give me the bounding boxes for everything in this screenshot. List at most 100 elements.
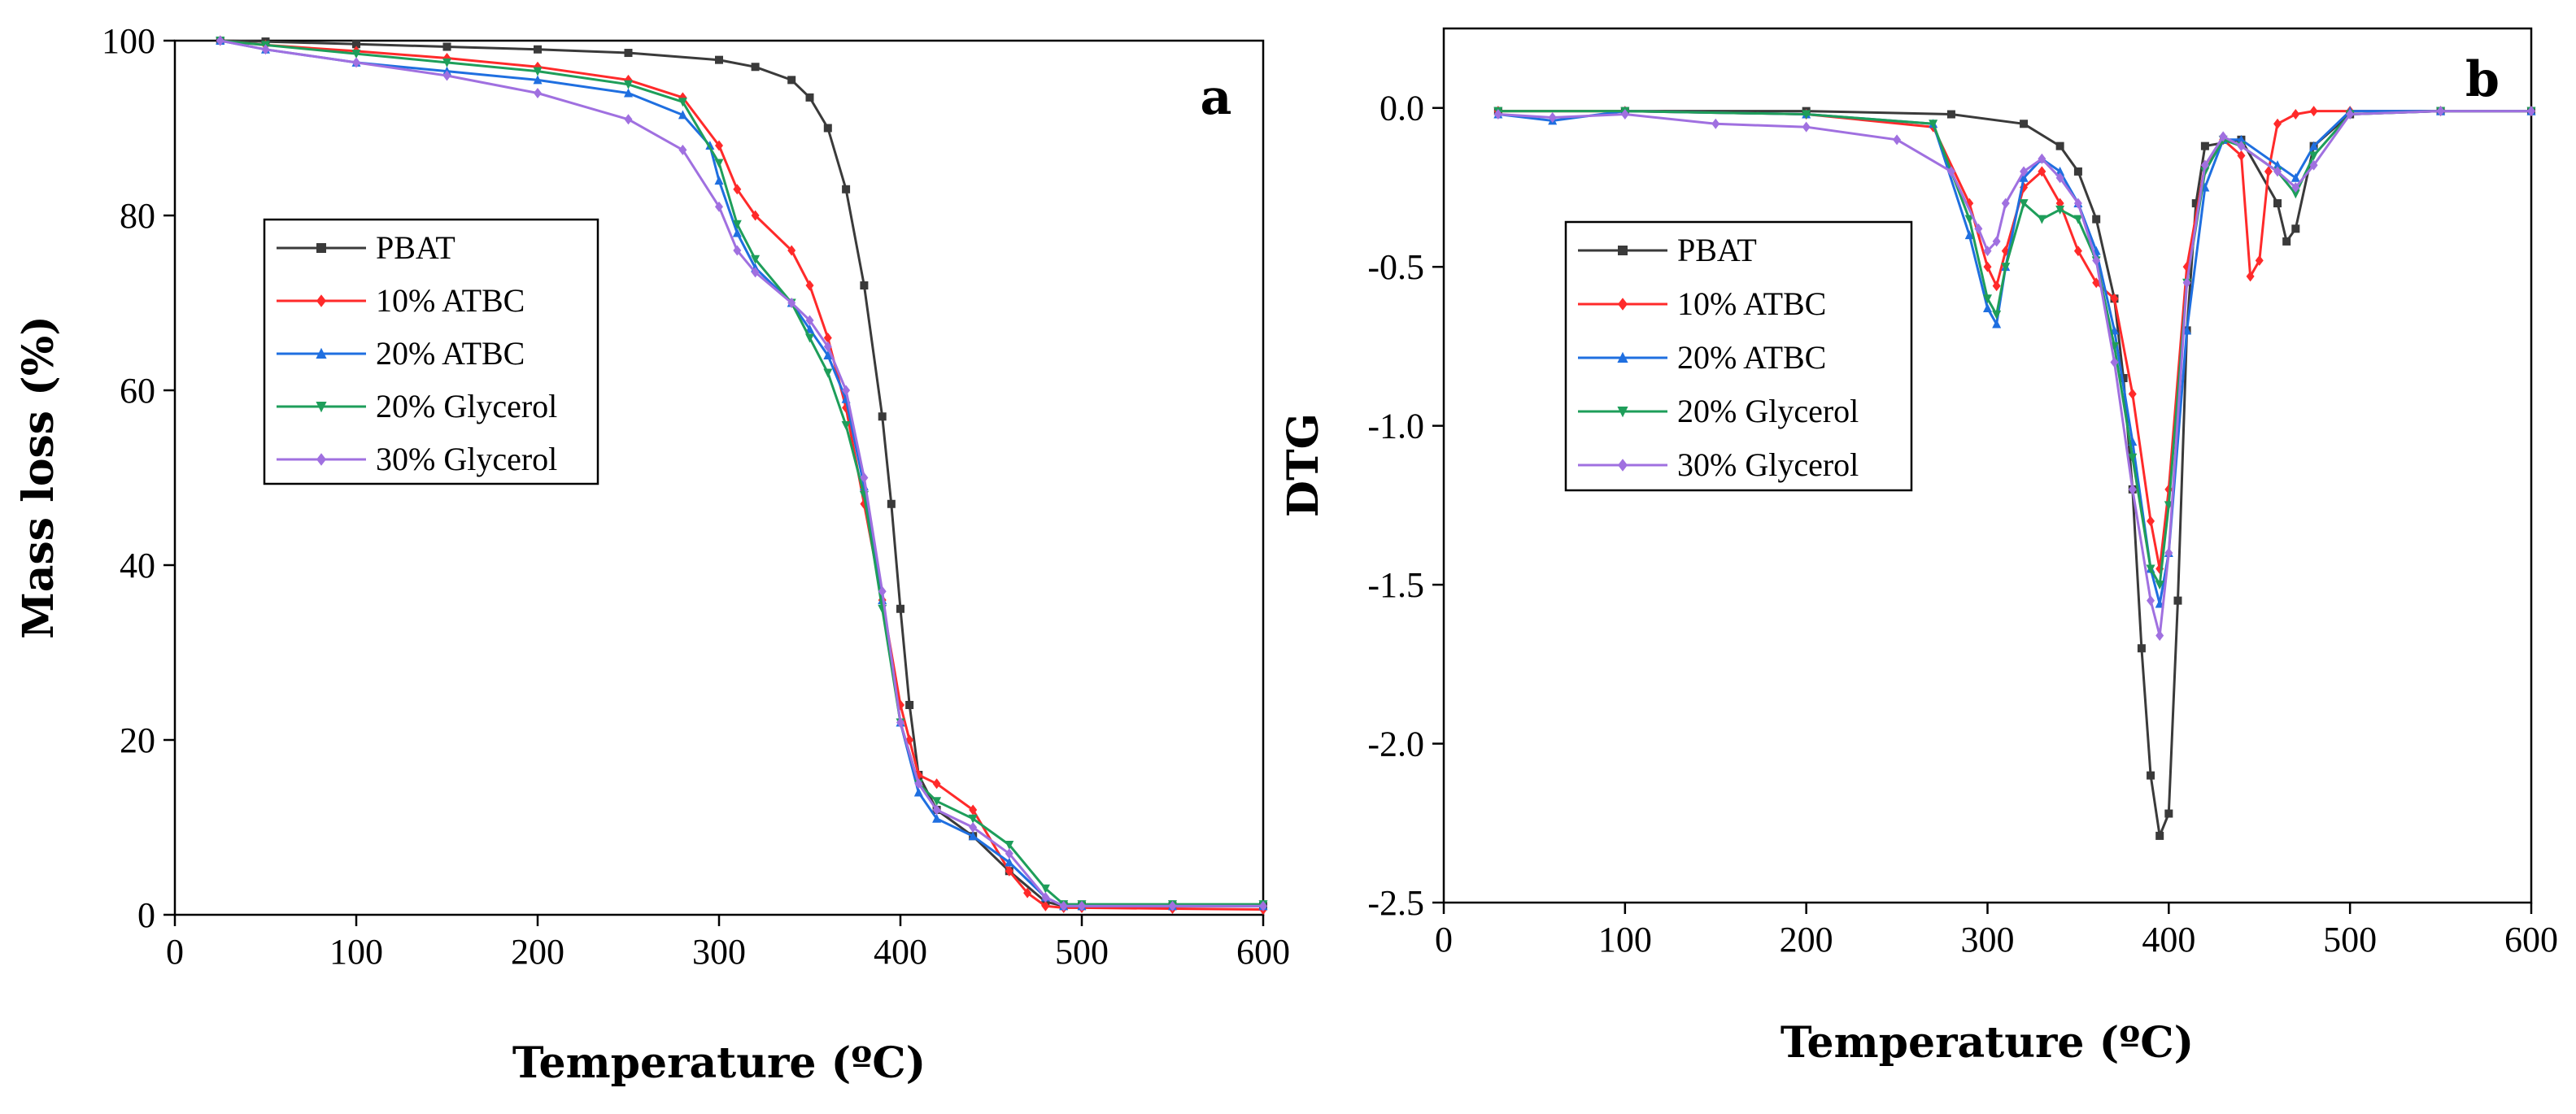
panel-letter: a: [1201, 69, 1232, 126]
data-point: [714, 176, 724, 185]
data-point: [1802, 110, 1811, 120]
data-point: [2128, 484, 2137, 495]
data-point: [2273, 118, 2282, 129]
data-point: [2527, 106, 2535, 117]
data-point: [905, 701, 914, 709]
y-tick-label: 0.0: [1380, 89, 1424, 128]
y-tick-label: 80: [120, 196, 155, 236]
data-point: [1983, 303, 1992, 312]
data-point: [2236, 134, 2246, 144]
data-point: [823, 124, 832, 133]
data-point: [352, 40, 360, 49]
data-point: [2219, 131, 2228, 142]
data-point: [2291, 109, 2300, 120]
data-point: [2309, 106, 2318, 117]
data-point: [878, 585, 887, 597]
legend-label: 20% Glycerol: [376, 388, 557, 424]
legend-marker: [1618, 459, 1628, 472]
legend-label: 30% Glycerol: [376, 441, 557, 477]
data-point: [624, 80, 633, 89]
data-point: [732, 220, 742, 229]
x-tick-label: 200: [511, 932, 564, 972]
data-point: [2147, 516, 2155, 527]
data-point: [2273, 199, 2282, 207]
x-axis-title: Temperature (ºC): [1781, 1018, 2194, 1068]
data-point: [1964, 215, 1974, 224]
series-line: [220, 39, 1263, 906]
data-point: [2273, 160, 2282, 170]
data-point: [442, 58, 451, 67]
legend-marker: [316, 243, 326, 253]
data-point: [1041, 892, 1050, 903]
y-tick-label: -1.0: [1367, 407, 1424, 446]
data-point: [2237, 141, 2246, 152]
data-point: [1992, 319, 2002, 329]
data-point: [805, 93, 814, 102]
data-point: [705, 141, 715, 150]
legend-label: 20% ATBC: [1677, 339, 1826, 376]
data-point: [732, 228, 742, 237]
data-point: [1548, 111, 1557, 123]
data-point: [2001, 198, 2010, 209]
legend-label: PBAT: [1677, 232, 1757, 268]
data-point: [2291, 189, 2300, 199]
data-point: [1992, 236, 2001, 247]
series-30-glycerol: [1493, 106, 2535, 642]
data-point: [2092, 277, 2101, 289]
data-point: [351, 50, 361, 59]
data-point: [2110, 356, 2119, 368]
data-point: [842, 185, 851, 194]
data-point: [842, 385, 851, 396]
data-point: [2309, 151, 2319, 161]
data-point: [2073, 198, 2082, 209]
legend-marker: [1617, 351, 1628, 363]
data-point: [2019, 172, 2029, 182]
data-point: [932, 797, 942, 807]
data-point: [2037, 215, 2046, 224]
series-20-glycerol: [216, 37, 1268, 910]
x-tick-label: 0: [1435, 920, 1453, 960]
data-point: [860, 472, 869, 483]
legend-marker: [1618, 246, 1628, 255]
data-point: [2155, 831, 2164, 840]
data-point: [878, 412, 887, 421]
data-point: [1005, 848, 1013, 859]
data-point: [913, 787, 923, 797]
data-point: [678, 98, 687, 107]
legend: PBAT 10% ATBC 20% ATBC 20% Glycerol 30% Glyc…: [1564, 220, 1913, 492]
panel-letter: b: [2465, 51, 2500, 108]
data-point: [2173, 596, 2182, 605]
x-tick-label: 200: [1780, 920, 1833, 960]
data-point: [733, 184, 742, 195]
data-point: [787, 245, 796, 256]
x-tick-label: 300: [1961, 920, 2015, 960]
data-point: [2119, 374, 2128, 382]
data-point: [2200, 159, 2209, 171]
data-point: [1493, 109, 1502, 120]
data-point: [787, 76, 796, 85]
data-point: [2291, 181, 2300, 193]
data-point: [805, 280, 814, 291]
data-point: [2038, 166, 2046, 177]
x-axis-title: Temperature (ºC): [512, 1038, 926, 1088]
data-point: [624, 88, 633, 98]
data-point: [1929, 120, 1938, 129]
panel-b-dtg-chart: 0 100 200 300 400 500 600 -2.5 -2.0 -1.5 -1.0 -0.5 0…: [1279, 27, 2558, 1068]
y-tick-label: -2.5: [1367, 883, 1424, 923]
data-point: [1620, 109, 1629, 120]
x-tick-label: 500: [2323, 920, 2377, 960]
data-point: [2092, 255, 2101, 266]
data-point: [1023, 887, 1032, 899]
y-tick-label: -0.5: [1367, 247, 1424, 287]
data-point: [823, 333, 832, 343]
data-point: [2073, 215, 2083, 224]
legend: PBAT 10% ATBC 20% ATBC 20% Glycerol 30% Glyc…: [263, 218, 599, 485]
x-tick-label: 300: [692, 932, 746, 972]
data-point: [2020, 166, 2029, 177]
data-point: [1259, 900, 1267, 912]
legend-label: 10% ATBC: [1677, 285, 1826, 322]
data-point: [1983, 261, 1992, 272]
legend-label: 20% ATBC: [376, 335, 525, 372]
data-point: [2155, 581, 2164, 590]
